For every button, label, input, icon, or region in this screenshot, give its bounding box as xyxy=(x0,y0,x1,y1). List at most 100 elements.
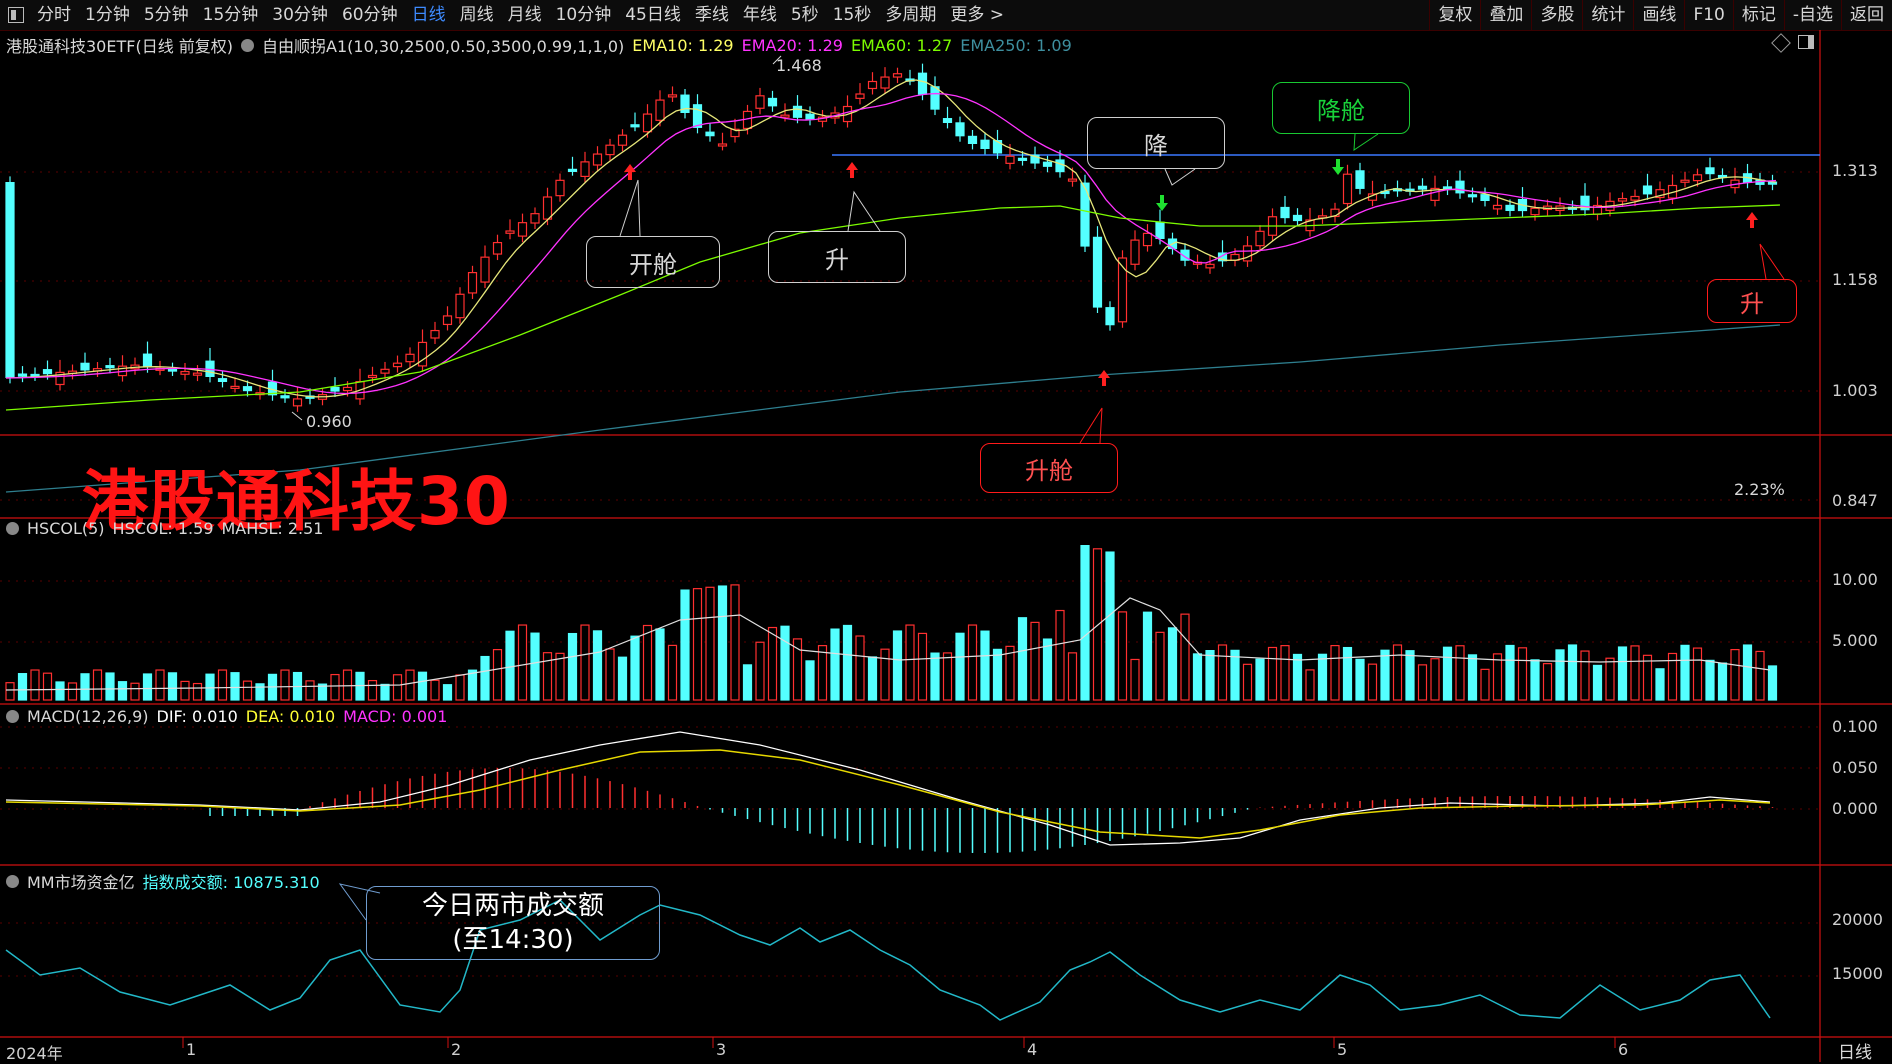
period-tab-7[interactable]: 周线 xyxy=(459,5,494,25)
volume-bar-43 xyxy=(542,652,553,701)
macd-toggle-icon[interactable] xyxy=(6,710,19,723)
security-title: 港股通科技30ETF(日线 前复权) xyxy=(6,37,234,56)
mahsl-line xyxy=(5,597,1771,691)
candle-body-81 xyxy=(1017,157,1028,161)
candle-body-13 xyxy=(167,368,178,372)
callout-tail-jiang xyxy=(1164,168,1196,186)
volume-bar-95 xyxy=(1192,653,1203,701)
volume-bar-135 xyxy=(1692,647,1703,701)
window-icon[interactable] xyxy=(1798,35,1814,49)
volume-bar-105 xyxy=(1317,653,1328,701)
toolbar-button-7[interactable]: -自选 xyxy=(1783,0,1841,30)
period-tab-14[interactable]: 15秒 xyxy=(832,5,872,25)
volume-bar-13 xyxy=(167,672,178,701)
volume-bar-117 xyxy=(1467,654,1478,701)
mm-label: MM市场资金亿 xyxy=(27,873,135,892)
period-tab-2[interactable]: 5分钟 xyxy=(143,5,189,25)
volume-bar-111 xyxy=(1392,644,1403,701)
candle-body-115 xyxy=(1442,186,1453,190)
candle-body-116 xyxy=(1455,180,1465,194)
period-tab-8[interactable]: 月线 xyxy=(507,5,542,25)
volume-bar-100 xyxy=(1255,658,1265,701)
period-tab-9[interactable]: 10分钟 xyxy=(555,5,612,25)
volume-bar-120 xyxy=(1505,644,1515,701)
period-tab-4[interactable]: 30分钟 xyxy=(272,5,328,25)
panel-toggle-icon[interactable] xyxy=(8,7,24,23)
candle-body-35 xyxy=(442,315,453,326)
volume-bar-107 xyxy=(1342,646,1353,701)
candle-body-94 xyxy=(1180,249,1190,261)
period-tab-11[interactable]: 季线 xyxy=(694,5,729,25)
candle-body-44 xyxy=(555,179,565,197)
volume-bar-78 xyxy=(980,630,990,701)
period-tab-1[interactable]: 1分钟 xyxy=(85,5,130,25)
toolbar-button-6[interactable]: 标记 xyxy=(1732,0,1784,30)
volume-bar-50 xyxy=(630,635,640,701)
date-axis-feb: 2 xyxy=(451,1040,462,1059)
macd-dif-line xyxy=(5,731,1771,846)
candle-body-84 xyxy=(1055,159,1065,173)
candle-body-37 xyxy=(467,272,478,294)
toolbar-button-8[interactable]: 返回 xyxy=(1841,0,1892,30)
candle-body-55 xyxy=(692,104,703,128)
candle-body-56 xyxy=(705,131,715,137)
macd-axis-2: 0.050 xyxy=(1832,758,1878,777)
period-tabs: 分时 1分钟 5分钟 15分钟 30分钟 60分钟 日线 周线 月线 10分钟 45日线 季线 年线 5秒… xyxy=(0,0,1011,30)
volume-bar-73 xyxy=(917,632,928,701)
period-tab-6[interactable]: 日线 xyxy=(411,5,446,25)
period-tab-3[interactable]: 15分钟 xyxy=(202,5,259,25)
period-tab-12[interactable]: 年线 xyxy=(742,5,777,25)
volume-bar-104 xyxy=(1305,669,1315,701)
mm-toggle-icon[interactable] xyxy=(6,874,19,888)
volume-bar-141 xyxy=(1767,665,1778,701)
mahsl-value: MAHSL: 2.51 xyxy=(221,519,324,538)
ema60-label: EMA60: 1.27 xyxy=(850,35,953,55)
volume-bar-115 xyxy=(1442,646,1453,701)
toolbar-button-4[interactable]: 画线 xyxy=(1633,0,1684,30)
percent-label: 2.23% xyxy=(1734,480,1785,499)
callout-tail-jiangcang xyxy=(1353,133,1379,151)
candle-body-17 xyxy=(217,378,228,383)
period-tab-10[interactable]: 45日线 xyxy=(625,5,681,25)
toolbar-button-1[interactable]: 叠加 xyxy=(1480,0,1531,30)
volume-bar-137 xyxy=(1717,662,1728,701)
candle-body-120 xyxy=(1505,204,1515,211)
callout-sheng-2: 升 xyxy=(1707,279,1797,323)
volume-bar-52 xyxy=(655,628,665,701)
candle-body-52 xyxy=(655,99,665,121)
volume-bar-101 xyxy=(1267,646,1278,701)
candle-body-77 xyxy=(967,135,978,145)
volume-bar-42 xyxy=(530,632,540,701)
volume-bar-138 xyxy=(1730,648,1740,701)
period-tab-0[interactable]: 分时 xyxy=(37,5,71,25)
volume-bar-61 xyxy=(767,626,778,701)
candle-body-102 xyxy=(1280,206,1290,219)
toolbar-button-2[interactable]: 多股 xyxy=(1531,0,1582,30)
period-tab-15[interactable]: 多周期 xyxy=(885,5,937,25)
volume-bar-79 xyxy=(992,648,1003,701)
turnover-line1: 今日两市成交额 xyxy=(421,891,604,921)
ema250-label: EMA250: 1.09 xyxy=(960,35,1072,55)
period-tab-13[interactable]: 5秒 xyxy=(790,5,819,25)
volume-bar-88 xyxy=(1105,551,1115,701)
candle-body-38 xyxy=(480,256,490,283)
volume-bar-26 xyxy=(330,673,340,701)
volume-toggle-icon[interactable] xyxy=(6,522,19,535)
candle-body-45 xyxy=(567,168,578,172)
strategy-toggle-icon[interactable] xyxy=(241,38,255,52)
volume-bar-33 xyxy=(417,671,428,701)
toolbar-button-0[interactable]: 复权 xyxy=(1429,0,1480,30)
candle-body-19 xyxy=(242,386,253,392)
candle-body-14 xyxy=(180,370,190,375)
candle-body-119 xyxy=(1492,204,1503,210)
candle-body-6 xyxy=(80,362,90,371)
period-tab-16[interactable]: 更多 > xyxy=(950,5,1004,25)
period-tab-5[interactable]: 60分钟 xyxy=(341,5,398,25)
mm-value: 指数成交额: 10875.310 xyxy=(142,873,320,892)
volume-bar-7 xyxy=(92,669,103,701)
candle-body-118 xyxy=(1480,194,1490,201)
toolbar-button-5[interactable]: F10 xyxy=(1684,0,1732,30)
toolbar-button-3[interactable]: 统计 xyxy=(1582,0,1633,30)
candle-body-1 xyxy=(17,373,28,377)
